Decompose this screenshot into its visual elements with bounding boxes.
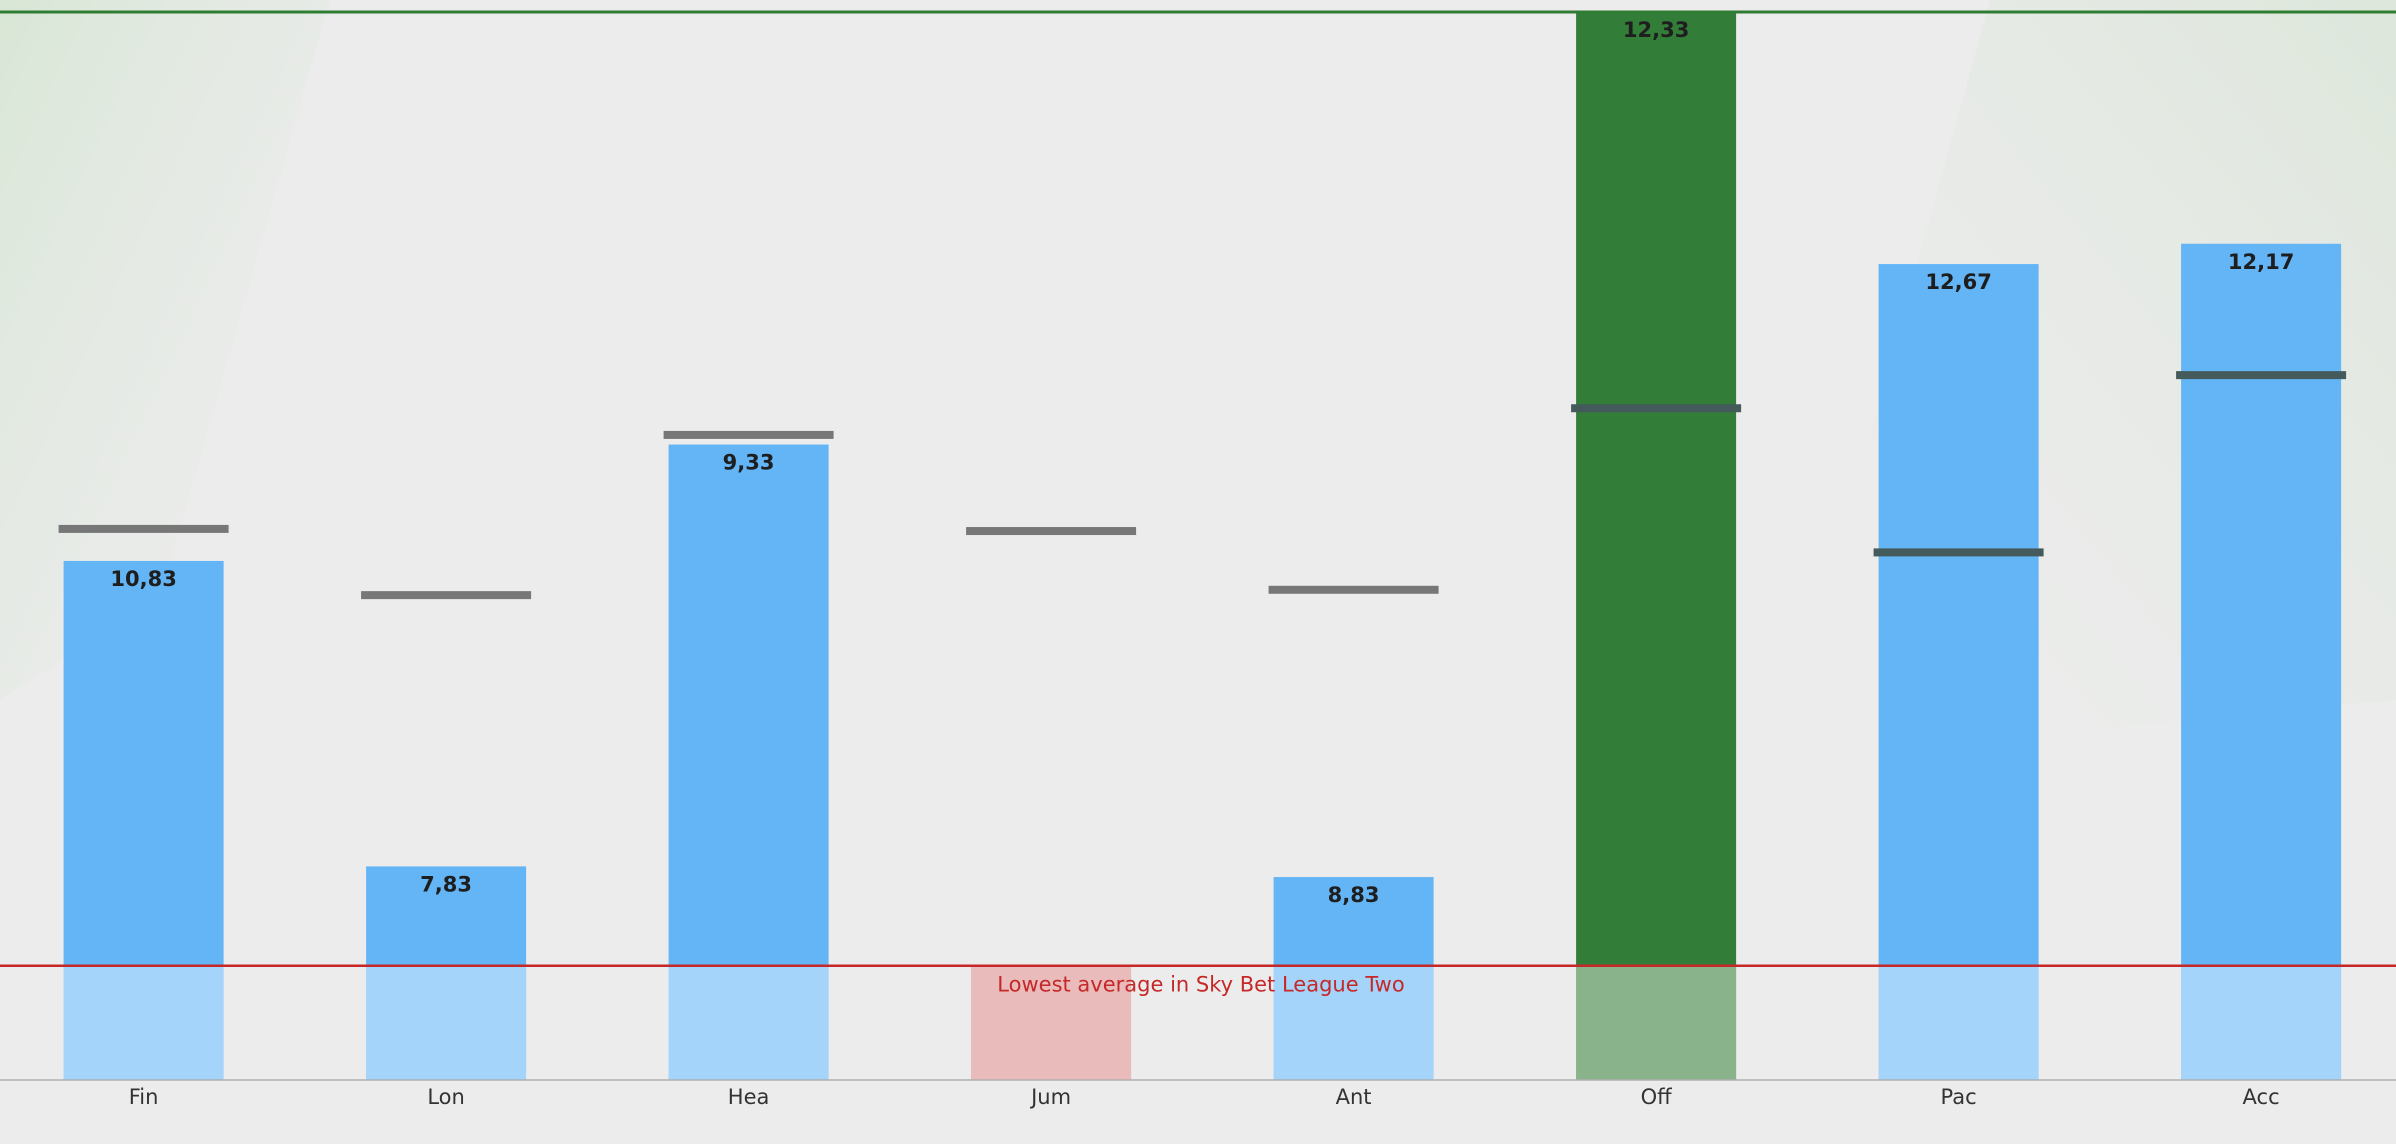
x-tick-label: Ant (1336, 1085, 1372, 1109)
below-reference-shade (1878, 965, 2039, 1080)
average-marker (1571, 404, 1742, 413)
x-tick-label: Hea (728, 1085, 770, 1109)
value-label: 12,33 (1623, 18, 1689, 42)
bar (1576, 12, 1737, 1080)
average-marker (663, 430, 834, 439)
bar (1273, 877, 1434, 1080)
below-reference-shade (366, 965, 527, 1080)
value-label: 7,83 (420, 872, 472, 896)
bar (63, 560, 224, 1080)
bar (2181, 243, 2342, 1081)
average-marker (1268, 585, 1439, 594)
x-tick-label: Off (1641, 1085, 1673, 1109)
value-label: 10,83 (110, 567, 176, 591)
below-reference-shade (668, 965, 829, 1080)
x-tick-label: Fin (129, 1085, 159, 1109)
average-marker (58, 524, 229, 533)
below-reference-shade (63, 965, 224, 1080)
average-marker (361, 591, 532, 600)
below-reference-shade (1576, 965, 1737, 1080)
value-label: 12,17 (2228, 250, 2294, 274)
reference-label: Lowest average in Sky Bet League Two (997, 973, 1404, 997)
plot-area: Lowest average in Sky Bet League Two 10,8… (0, 10, 2396, 1109)
bar (971, 965, 1132, 1080)
average-marker (966, 527, 1137, 536)
below-reference-shade (1273, 965, 1434, 1080)
below-reference-shade (971, 965, 1132, 1080)
below-reference-shade (2181, 965, 2342, 1080)
x-tick-label: Acc (2243, 1085, 2280, 1109)
value-label: 9,33 (723, 451, 775, 475)
bar (1878, 264, 2039, 1081)
average-marker (1873, 548, 2044, 557)
value-label: 12,67 (1925, 270, 1991, 294)
bar (668, 444, 829, 1080)
x-tick-label: Lon (427, 1085, 465, 1109)
bar (366, 866, 527, 1080)
x-tick-label: Jum (1029, 1085, 1071, 1109)
value-label: 8,83 (1328, 883, 1380, 907)
average-marker (2176, 371, 2347, 380)
x-tick-label: Pac (1941, 1085, 1977, 1109)
